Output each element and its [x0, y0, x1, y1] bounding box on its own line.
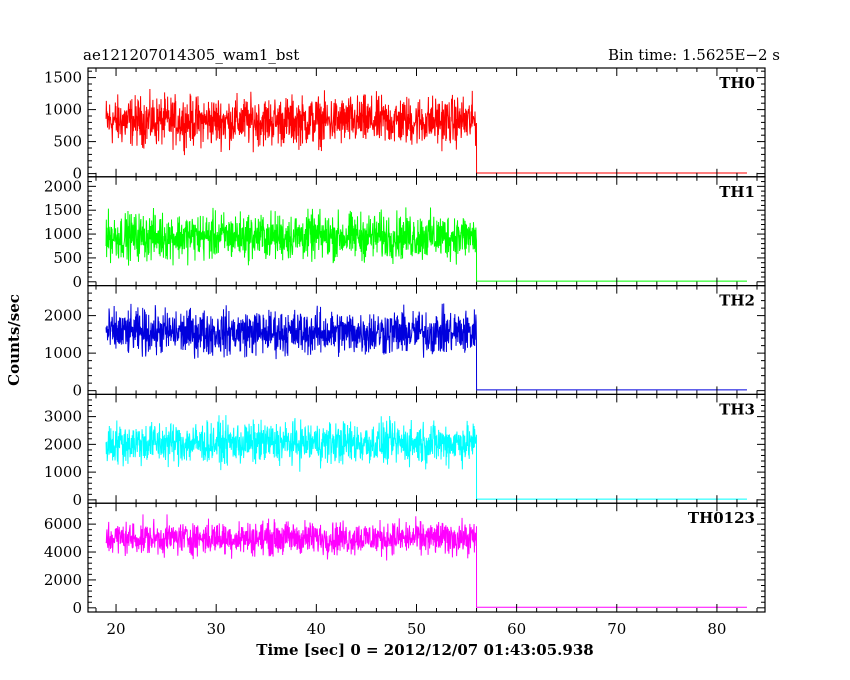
x-axis-label: Time [sec] 0 = 2012/12/07 01:43:05.938 — [256, 641, 593, 659]
y-tick-label: 1500 — [44, 201, 82, 219]
series-th1 — [105, 207, 747, 282]
y-tick-label: 1000 — [44, 101, 82, 119]
x-tick-label: 70 — [607, 620, 626, 638]
header-right: Bin time: 1.5625E−2 s — [608, 46, 780, 64]
panel-th3: 0 1000 2000 3000 TH3 — [44, 393, 766, 509]
y-tick-label: 500 — [53, 133, 82, 151]
y-tick-label: 3000 — [44, 408, 82, 426]
y-tick-label: 0 — [72, 382, 82, 400]
x-tick-label: 50 — [407, 620, 426, 638]
y-tick-label: 0 — [72, 491, 82, 509]
x-tick-labels: 20 30 40 50 60 70 80 — [106, 620, 726, 638]
y-tick-label: 1000 — [44, 344, 82, 362]
panel-label: TH0123 — [688, 509, 755, 527]
x-tick-label: 20 — [106, 620, 125, 638]
panel-label: TH1 — [719, 183, 755, 201]
y-tick-label: 0 — [72, 599, 82, 617]
y-tick-label: 2000 — [44, 177, 82, 195]
panel-label: TH3 — [719, 400, 755, 418]
panel-label: TH0 — [719, 74, 755, 92]
series-th3 — [105, 415, 747, 500]
y-tick-label: 4000 — [44, 543, 82, 561]
y-axis-label: Counts/sec — [5, 294, 23, 386]
panel-th1: 0 500 1000 1500 2000 TH1 — [44, 176, 766, 291]
y-tick-label: 0 — [72, 273, 82, 291]
y-tick-label: 1000 — [44, 463, 82, 481]
panels: 0 500 1000 1500 TH0 0 500 1000 1500 2000 TH1 0 1000 2… — [44, 67, 766, 617]
panel-frame — [87, 502, 766, 613]
y-tick-label: 2000 — [44, 435, 82, 453]
x-tick-label: 40 — [307, 620, 326, 638]
y-tick-label: 2000 — [44, 307, 82, 325]
y-tick-label: 0 — [72, 165, 82, 183]
x-tick-label: 30 — [207, 620, 226, 638]
y-tick-label: 1500 — [44, 69, 82, 87]
panel-label: TH2 — [719, 292, 755, 310]
x-tick-label: 60 — [507, 620, 526, 638]
x-tick-label: 80 — [707, 620, 726, 638]
panel-th0: 0 500 1000 1500 TH0 — [44, 67, 766, 183]
header-left: ae121207014305_wam1_bst — [83, 46, 299, 64]
series-th0123 — [105, 514, 747, 608]
panel-th0123: 0 2000 4000 6000 TH0123 — [44, 502, 766, 617]
y-tick-label: 2000 — [44, 571, 82, 589]
y-tick-label: 6000 — [44, 515, 82, 533]
series-th2 — [105, 303, 747, 391]
y-tick-label: 500 — [53, 249, 82, 267]
series-th0 — [105, 89, 747, 174]
y-tick-label: 1000 — [44, 225, 82, 243]
panel-th2: 0 1000 2000 TH2 — [44, 285, 766, 400]
